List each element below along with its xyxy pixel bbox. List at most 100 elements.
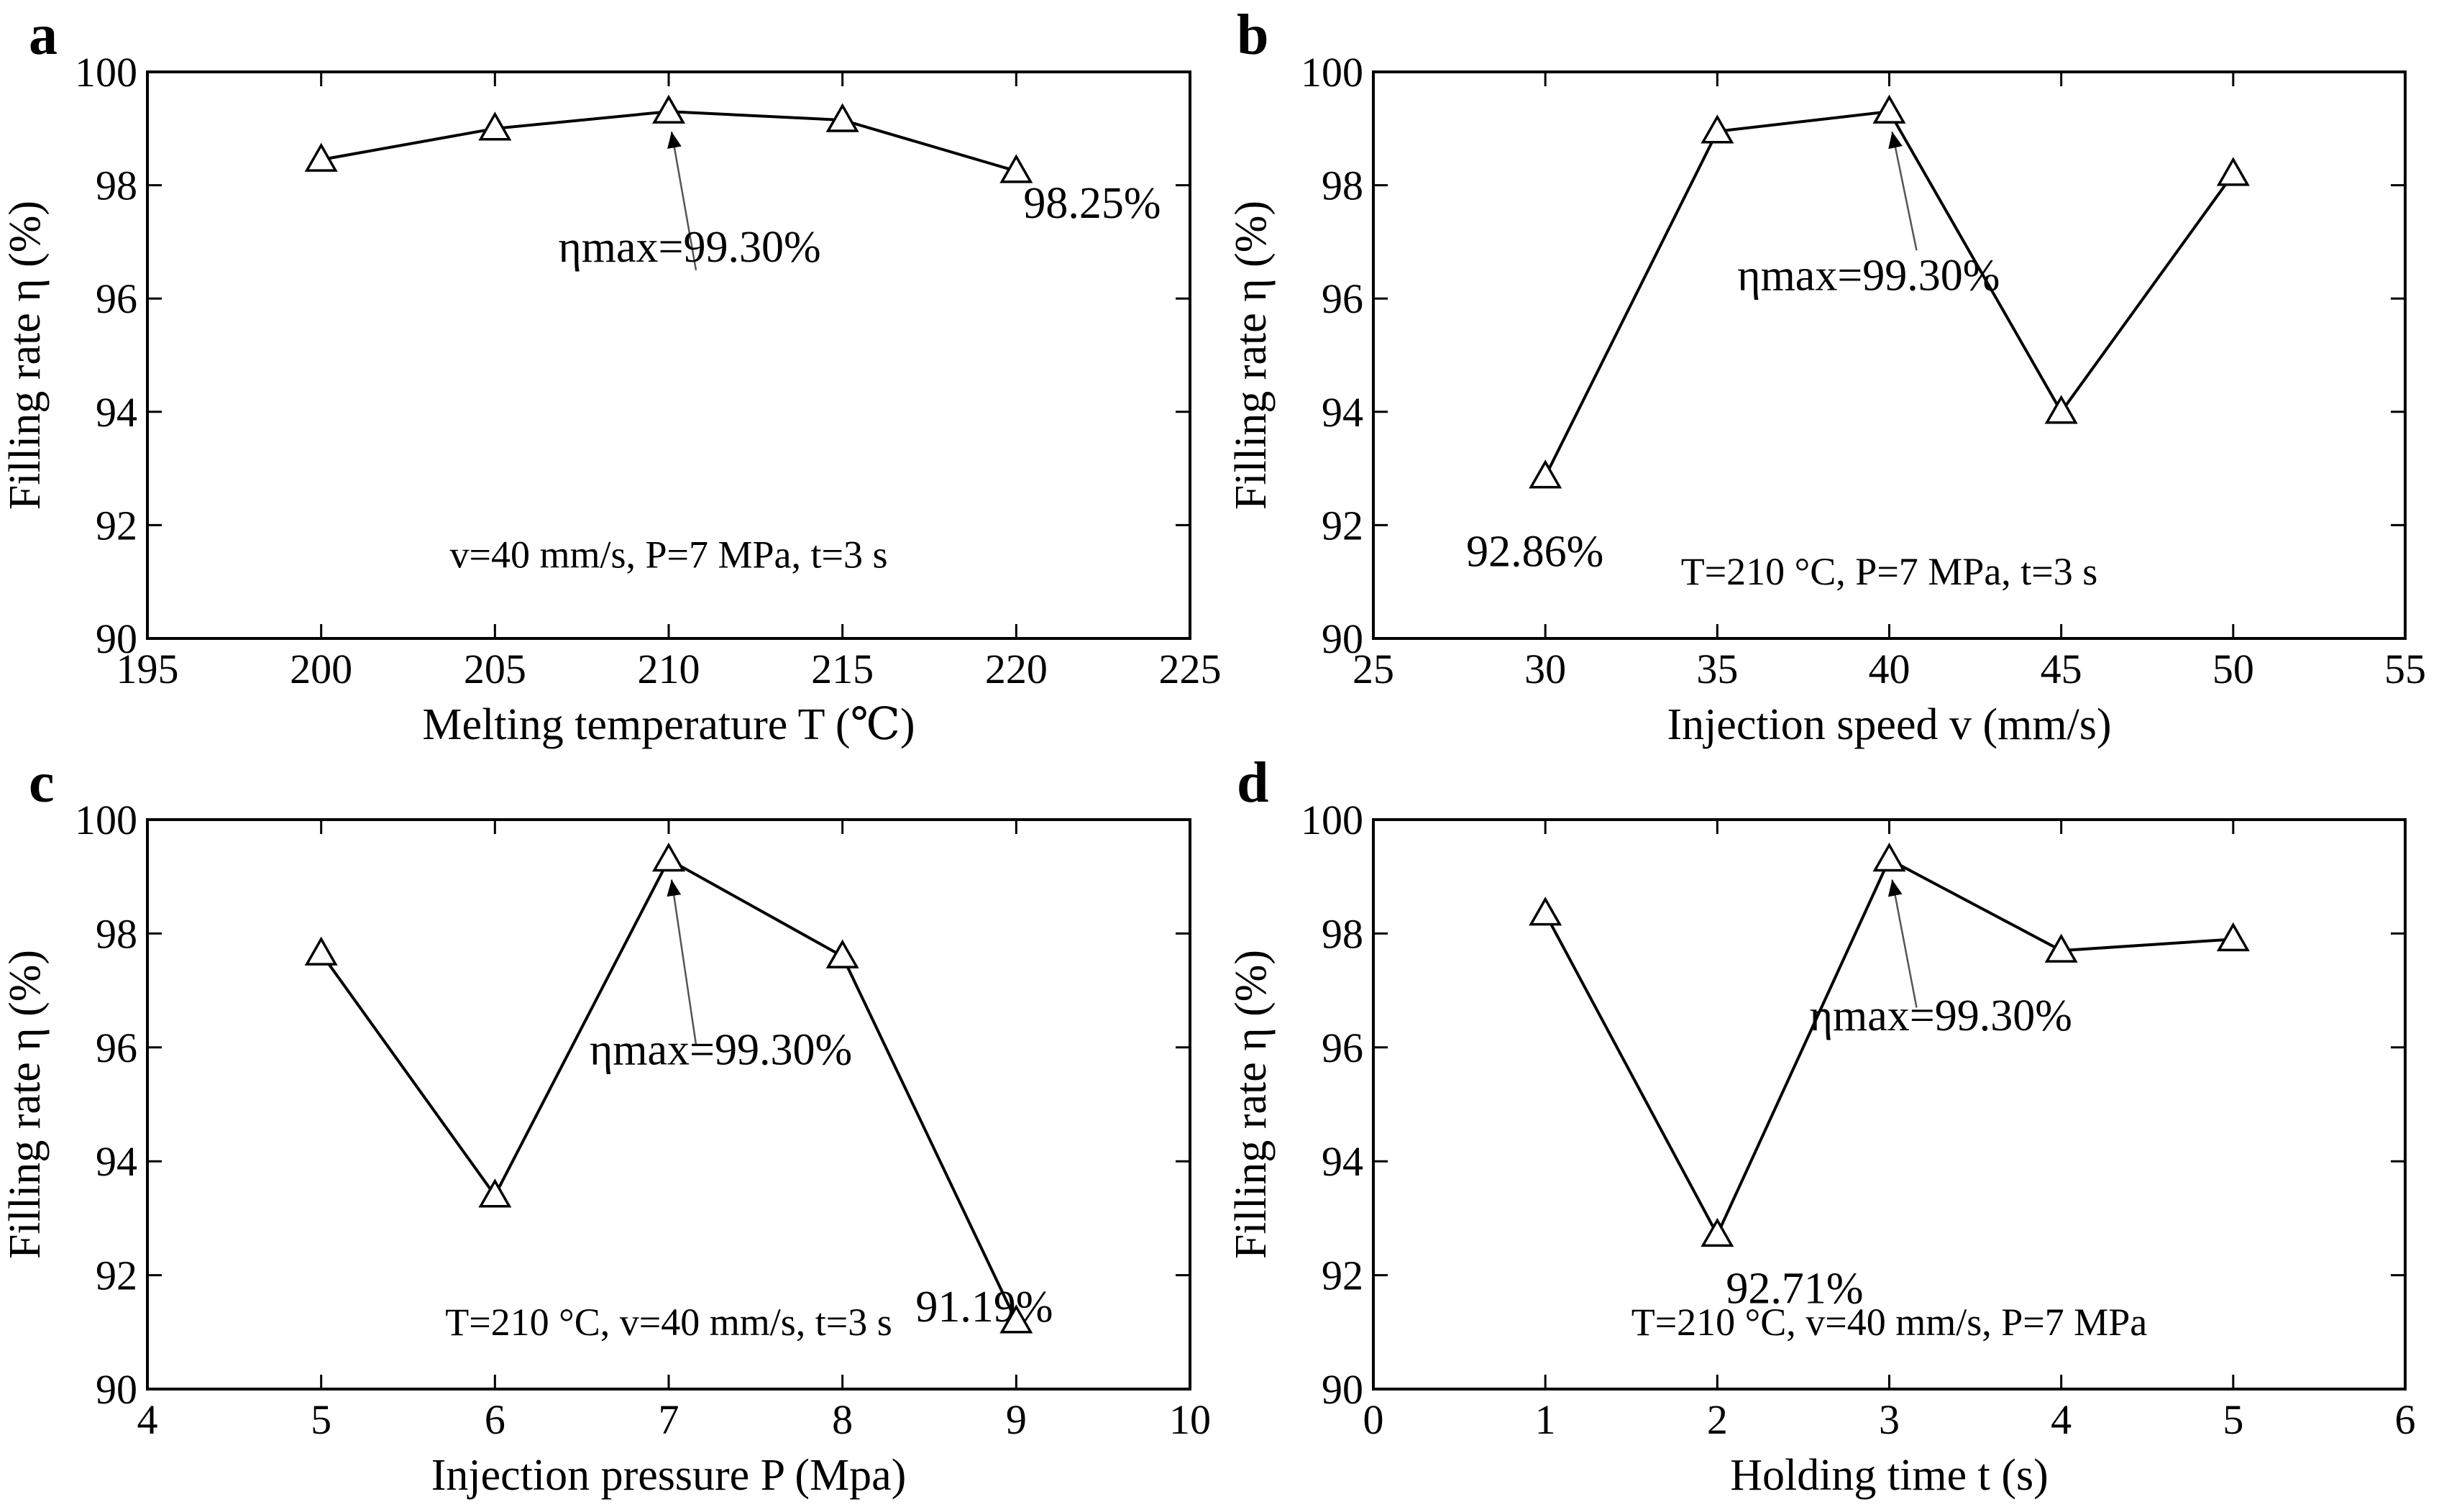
conditions-label: T=210 °C, v=40 mm/s, t=3 s	[445, 1301, 892, 1344]
data-point-marker	[999, 154, 1033, 183]
y-tick-label: 100	[1301, 797, 1363, 843]
y-tick-label: 90	[96, 615, 137, 662]
max-annotation: ηmax=99.30%	[1737, 251, 2000, 300]
max-arrow	[1888, 131, 1918, 251]
x-tick-label: 195	[116, 646, 179, 692]
x-tick-label: 4	[2051, 1396, 2072, 1443]
panel-b: b 25 30 35 40 45 50 55 90 92 94 96 98 100 Injection sp…	[1227, 4, 2426, 749]
y-tick-label: 94	[1322, 389, 1363, 436]
y-tick-label: 94	[1322, 1138, 1363, 1185]
x-tick-label: 210	[638, 646, 700, 692]
data-point-marker	[1701, 114, 1734, 144]
x-tick-label: 55	[2384, 646, 2426, 692]
x-tick-label: 8	[832, 1396, 853, 1443]
data-point-marker	[304, 142, 338, 172]
point-value-label: 91.19%	[915, 1283, 1053, 1332]
data-point-marker	[1872, 94, 1906, 124]
series-line	[320, 857, 1018, 1322]
x-tick-label: 3	[1879, 1396, 1900, 1443]
x-tick-label: 205	[464, 646, 526, 692]
data-point-marker	[478, 111, 512, 141]
x-tick-label: 5	[311, 1396, 331, 1443]
point-value-label: 92.71%	[1726, 1264, 1863, 1313]
y-tick-label: 92	[1322, 1252, 1363, 1299]
x-tick-label: 45	[2041, 646, 2082, 692]
y-tick-label: 94	[96, 1138, 137, 1185]
y-tick-label: 96	[1322, 275, 1363, 322]
y-tick-label: 98	[96, 910, 137, 957]
y-tick-label: 96	[1322, 1025, 1363, 1071]
data-point-marker	[2216, 922, 2250, 952]
y-tick-label: 90	[1322, 615, 1363, 662]
y-tick-label: 98	[96, 162, 137, 209]
data-point-marker	[478, 1178, 512, 1208]
x-tick-label: 50	[2212, 646, 2254, 692]
x-tick-label: 35	[1696, 646, 1738, 692]
y-tick-label: 100	[1301, 49, 1363, 96]
y-tick-label: 100	[75, 797, 137, 843]
data-point-marker	[825, 103, 859, 132]
data-point-marker	[999, 1304, 1033, 1334]
y-tick-label: 90	[1322, 1366, 1363, 1413]
x-tick-label: 5	[2223, 1396, 2243, 1443]
data-point-marker	[825, 939, 859, 968]
panel-d: d 0 1 2 3 4 5 6 90 92 94 96 98 100 Holding time t (s) F…	[1227, 751, 2416, 1500]
data-point-marker	[2044, 395, 2078, 424]
conditions-label: v=40 mm/s, P=7 MPa, t=3 s	[450, 533, 888, 577]
y-tick-label: 92	[96, 502, 137, 549]
conditions-label: T=210 °C, v=40 mm/s, P=7 MPa	[1631, 1301, 2148, 1344]
data-point-marker	[304, 936, 338, 966]
data-point-marker	[651, 94, 686, 124]
x-tick-label: 1	[1535, 1396, 1556, 1443]
x-tick-label: 200	[290, 646, 352, 692]
max-annotation: ηmax=99.30%	[558, 223, 820, 272]
x-tick-label: 7	[659, 1396, 679, 1443]
x-tick-label: 6	[2395, 1396, 2416, 1443]
panel-letter: d	[1237, 751, 1269, 815]
data-point-marker	[2044, 933, 2078, 963]
x-tick-label: 9	[1006, 1396, 1027, 1443]
y-tick-label: 96	[96, 1025, 137, 1071]
series-line	[1544, 857, 2233, 1238]
data-point-marker	[1872, 842, 1906, 872]
y-axis-label: Filling rate η (%)	[1, 950, 50, 1259]
max-annotation: ηmax=99.30%	[590, 1026, 852, 1075]
x-axis-label: Injection pressure P (Mpa)	[431, 1451, 907, 1500]
data-point-marker	[2216, 157, 2250, 186]
panel-letter: c	[29, 751, 55, 815]
data-point-marker	[1529, 897, 1562, 926]
x-tick-label: 0	[1363, 1396, 1384, 1443]
y-axis-label: Filling rate η (%)	[1227, 950, 1276, 1259]
x-tick-label: 4	[137, 1396, 158, 1443]
x-tick-label: 6	[485, 1396, 505, 1443]
y-axis-label: Filling rate η (%)	[1227, 201, 1276, 510]
y-tick-label: 100	[75, 49, 137, 96]
x-tick-label: 40	[1869, 646, 1910, 692]
y-tick-label: 90	[96, 1366, 137, 1413]
panel-a: a 195 200 205 210 215 220 225 90 92 94 96 98 100 Melti…	[1, 4, 1222, 749]
x-axis-label: Melting temperature T (℃)	[422, 700, 915, 749]
y-tick-label: 98	[1322, 910, 1363, 957]
x-axis-label: Holding time t (s)	[1730, 1451, 2049, 1500]
point-value-label: 92.86%	[1466, 528, 1603, 577]
x-axis-label: Injection speed v (mm/s)	[1667, 700, 2111, 749]
x-tick-label: 2	[1707, 1396, 1728, 1443]
x-tick-label: 225	[1159, 646, 1222, 692]
max-arrow	[667, 879, 697, 1045]
data-point-marker	[651, 842, 686, 872]
point-value-label: 98.25%	[1023, 179, 1161, 228]
data-point-marker	[1529, 459, 1562, 489]
x-tick-label: 25	[1353, 646, 1394, 692]
max-annotation: ηmax=99.30%	[1810, 991, 2072, 1040]
y-axis-label: Filling rate η (%)	[1, 201, 50, 510]
y-tick-label: 92	[1322, 502, 1363, 549]
y-tick-label: 94	[96, 389, 137, 436]
y-tick-label: 98	[1322, 162, 1363, 209]
x-tick-label: 30	[1524, 646, 1566, 692]
panel-c: c 4 5 6 7 8 9 10 90 92 94 96 98 100 Injection pressure…	[1, 751, 1211, 1500]
panel-letter: a	[29, 4, 58, 67]
max-arrow	[667, 131, 697, 271]
x-tick-label: 215	[811, 646, 874, 692]
y-tick-label: 92	[96, 1252, 137, 1299]
